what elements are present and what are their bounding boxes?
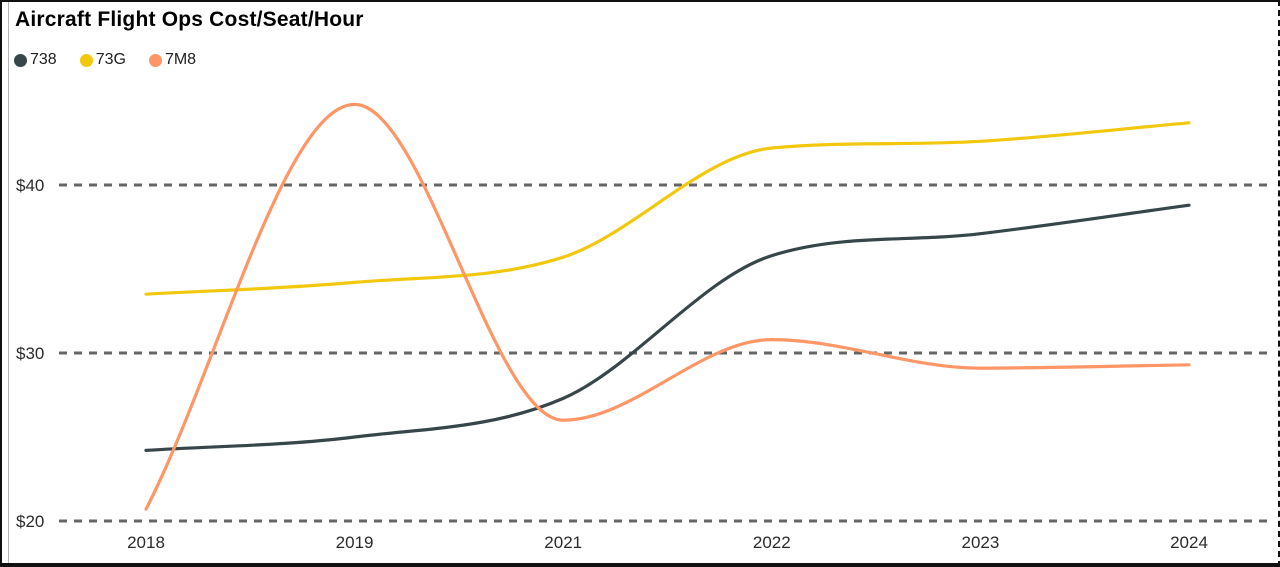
- x-axis-tick-label: 2021: [544, 533, 582, 552]
- line-series-73g[interactable]: [144, 121, 1191, 296]
- y-axis-tick-label: $20: [16, 512, 44, 531]
- legend: 738 73G 7M8: [14, 52, 219, 68]
- legend-item-738[interactable]: 738: [14, 52, 57, 68]
- legend-item-73g[interactable]: 73G: [79, 51, 126, 68]
- chart-title: Aircraft Flight Ops Cost/Seat/Hour: [15, 8, 364, 31]
- visual-left-edge: [8, 2, 9, 563]
- legend-label: 7M8: [164, 51, 197, 68]
- x-axis-tick-label: 2018: [127, 533, 165, 552]
- legend-label: 73G: [95, 51, 126, 68]
- line-series-738[interactable]: [144, 203, 1191, 452]
- legend-dot-icon: [148, 53, 162, 67]
- y-axis-tick-label: $40: [16, 176, 44, 195]
- legend-dot-icon: [14, 53, 27, 67]
- y-axis-tick-label: $30: [16, 344, 44, 363]
- x-axis-tick-label: 2024: [1170, 533, 1208, 552]
- legend-dot-icon: [79, 53, 93, 67]
- x-axis-tick-label: 2022: [753, 533, 791, 552]
- line-series-7m8[interactable]: [144, 102, 1191, 511]
- x-axis-tick-label: 2023: [961, 533, 999, 552]
- legend-label: 738: [30, 51, 57, 68]
- legend-item-7m8[interactable]: 7M8: [148, 51, 197, 68]
- x-axis-tick-label: 2019: [336, 533, 374, 552]
